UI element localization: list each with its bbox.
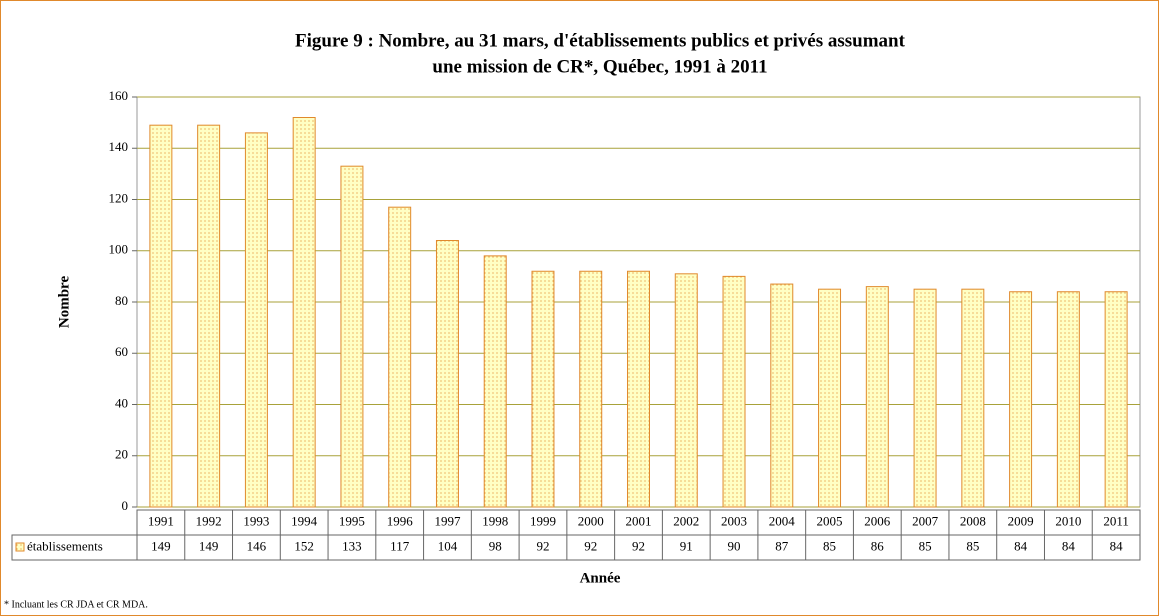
table-value: 133 xyxy=(342,538,362,553)
y-tick-label: 60 xyxy=(115,344,128,359)
x-axis-label: Année xyxy=(580,570,621,586)
bar xyxy=(435,240,459,508)
bar xyxy=(1009,291,1033,508)
bar xyxy=(913,288,937,508)
bar xyxy=(340,165,364,508)
x-tick-label: 2003 xyxy=(721,513,747,528)
x-tick-label: 1997 xyxy=(434,513,461,528)
table-value: 149 xyxy=(199,538,219,553)
table-value: 85 xyxy=(823,538,836,553)
y-tick-label: 120 xyxy=(109,190,129,205)
y-tick-label: 20 xyxy=(115,447,128,462)
legend-label: établissements xyxy=(27,538,103,553)
chart-title: Figure 9 : Nombre, au 31 mars, d'établis… xyxy=(295,30,906,51)
y-axis-label: Nombre xyxy=(56,276,72,329)
table-value: 84 xyxy=(1110,538,1124,553)
x-tick-label: 2004 xyxy=(769,513,796,528)
table-value: 84 xyxy=(1062,538,1076,553)
table-value: 146 xyxy=(247,538,267,553)
x-tick-label: 1994 xyxy=(291,513,318,528)
table-value: 92 xyxy=(632,538,645,553)
x-tick-label: 2005 xyxy=(817,513,843,528)
table-value: 87 xyxy=(775,538,789,553)
chart-title: une mission de CR*, Québec, 1991 à 2011 xyxy=(432,56,767,77)
y-tick-label: 40 xyxy=(115,395,128,410)
x-tick-label: 2011 xyxy=(1103,513,1129,528)
x-tick-label: 1993 xyxy=(243,513,269,528)
table-value: 86 xyxy=(871,538,885,553)
bar xyxy=(1056,291,1080,508)
table-value: 98 xyxy=(489,538,502,553)
x-tick-label: 1991 xyxy=(148,513,174,528)
x-tick-label: 2009 xyxy=(1008,513,1034,528)
x-tick-label: 2007 xyxy=(912,513,939,528)
x-tick-label: 2001 xyxy=(626,513,652,528)
y-tick-label: 160 xyxy=(109,88,129,103)
bar xyxy=(292,117,316,508)
x-tick-label: 1996 xyxy=(387,513,414,528)
table-value: 117 xyxy=(390,538,410,553)
bar xyxy=(961,288,985,508)
y-tick-label: 80 xyxy=(115,293,128,308)
table-value: 90 xyxy=(728,538,741,553)
x-tick-label: 1992 xyxy=(196,513,222,528)
x-tick-label: 2000 xyxy=(578,513,604,528)
x-tick-label: 2010 xyxy=(1055,513,1081,528)
y-tick-label: 140 xyxy=(109,139,129,154)
bar xyxy=(388,206,412,508)
table-value: 92 xyxy=(584,538,597,553)
bar xyxy=(770,283,794,508)
bar xyxy=(483,255,507,508)
bar xyxy=(531,270,555,508)
y-tick-label: 0 xyxy=(122,498,129,513)
x-tick-label: 1995 xyxy=(339,513,365,528)
table-value: 149 xyxy=(151,538,171,553)
x-tick-label: 1999 xyxy=(530,513,556,528)
legend-cell xyxy=(11,534,138,561)
x-tick-label: 1998 xyxy=(482,513,508,528)
table-value: 91 xyxy=(680,538,693,553)
bar xyxy=(149,124,173,508)
table-value: 85 xyxy=(919,538,932,553)
legend-swatch xyxy=(15,542,25,552)
x-tick-label: 2008 xyxy=(960,513,986,528)
bar xyxy=(674,273,698,508)
table-value: 92 xyxy=(536,538,549,553)
bar xyxy=(865,286,889,508)
bar xyxy=(818,288,842,508)
table-value: 152 xyxy=(294,538,314,553)
table-value: 85 xyxy=(966,538,979,553)
bar xyxy=(627,270,650,508)
x-tick-label: 2006 xyxy=(864,513,891,528)
x-tick-label: 2002 xyxy=(673,513,699,528)
bar xyxy=(197,124,221,508)
y-tick-label: 100 xyxy=(109,242,129,257)
bar xyxy=(1104,291,1128,508)
table-value: 104 xyxy=(438,538,458,553)
bar xyxy=(722,275,746,508)
footnote: * Incluant les CR JDA et CR MDA. xyxy=(4,599,148,610)
bar xyxy=(579,270,603,508)
bar xyxy=(244,132,268,508)
table-value: 84 xyxy=(1014,538,1028,553)
